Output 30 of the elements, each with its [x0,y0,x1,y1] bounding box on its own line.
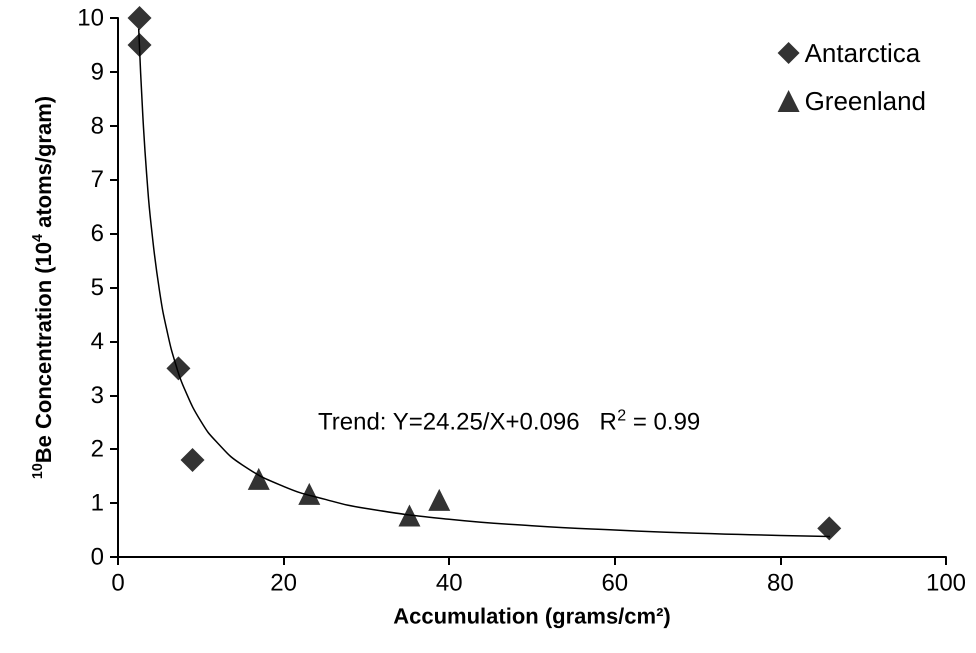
x-tick-label: 40 [436,570,463,596]
y-tick-label: 6 [90,220,104,248]
point [128,32,152,57]
point [180,448,205,472]
x-tick-label: 20 [270,570,297,596]
y-tick-label: 9 [90,58,104,86]
x-axis-title: Accumulation (grams/cm²) [393,604,671,628]
y-axis-title: 10Be Concentration (104 atoms/gram) [30,96,56,480]
point [128,6,152,30]
x-tick-label: 100 [926,570,966,596]
y-tick-label: 3 [90,382,104,409]
y-tick-label: 4 [90,328,104,355]
point [817,516,842,540]
point [428,488,450,511]
y-tick-label: 8 [90,112,104,140]
y-tick-label: 1 [90,490,104,517]
y-tick-label: 5 [90,274,104,301]
x-tick-label: 60 [601,570,628,596]
point [166,356,190,380]
point [298,482,320,505]
y-tick-label: 7 [90,166,104,194]
y-tick-label: 2 [90,436,104,463]
point [398,504,420,526]
y-tick-label: 10 [77,4,104,32]
x-tick-label: 80 [767,570,794,596]
legend-label: Greenland [804,86,926,116]
x-tick-label: 0 [111,570,125,596]
legend-label: Antarctica [804,38,921,68]
point [248,468,270,490]
y-tick-label: 0 [90,544,104,570]
